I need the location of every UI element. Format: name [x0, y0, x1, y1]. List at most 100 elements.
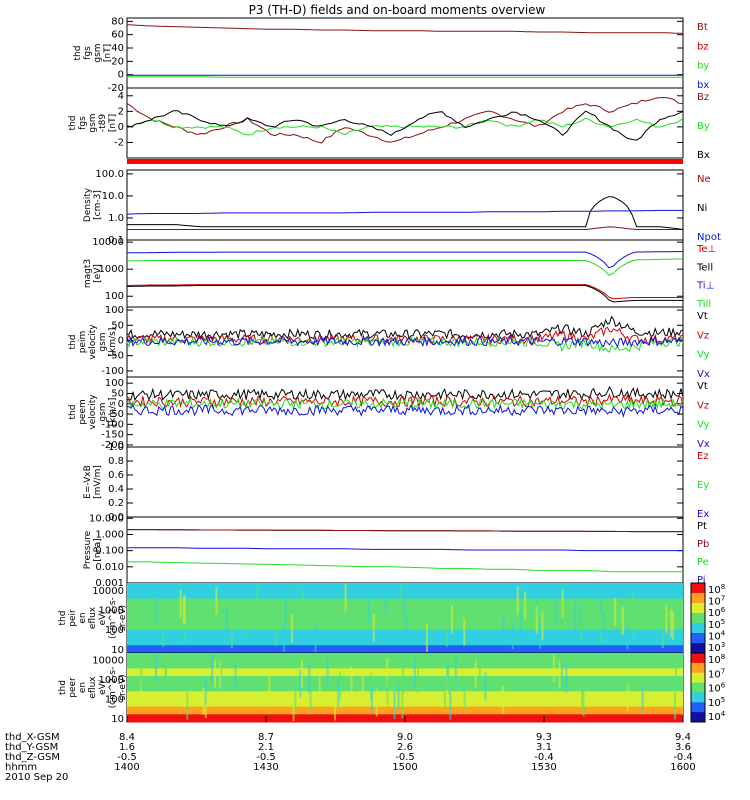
series-line-tell	[126, 285, 683, 303]
red-flag-bar	[127, 159, 683, 164]
series-line-vy	[126, 397, 684, 411]
y-label: gsm	[88, 113, 98, 132]
y-tick-label: 0	[118, 399, 124, 410]
y-label: peim	[78, 331, 88, 354]
y-tick-label: 1000	[99, 606, 124, 617]
y-label: sr-eV)	[118, 605, 128, 631]
y-label: magt3	[83, 259, 93, 288]
y-tick-label: 0.100	[95, 546, 124, 557]
x-row-value: 8.4	[119, 732, 135, 743]
heatmap-streak	[386, 658, 389, 686]
heatmap-streak	[182, 595, 185, 624]
heatmap-streak	[417, 665, 420, 693]
y-tick-label: 1.0	[108, 442, 124, 453]
series-line-bx	[126, 110, 684, 141]
y-tick-label: 4	[118, 91, 124, 102]
legend-vy: Vy	[697, 420, 710, 431]
heatmap-streak	[367, 594, 370, 623]
heatmap-streak	[275, 617, 278, 646]
y-tick-label: 80	[111, 16, 124, 27]
heatmap-streak	[621, 607, 624, 636]
series-line-npot	[126, 209, 683, 215]
heatmap-streak	[582, 688, 585, 717]
heatmap-streak	[401, 690, 404, 719]
heatmap-streak	[337, 679, 340, 707]
colorbar-segment	[691, 603, 705, 614]
heatmap-streak	[670, 609, 673, 638]
heatmap-streak	[234, 663, 237, 691]
legend-bz: Bz	[697, 92, 709, 103]
heatmap-streak	[292, 693, 295, 722]
heatmap-streak	[478, 655, 481, 684]
x-row-value: 9.3	[536, 732, 552, 743]
heatmap-streak	[326, 658, 329, 686]
colorbar-segment	[691, 702, 705, 713]
colorbar-segment	[691, 662, 705, 674]
legend-bt: Bt	[697, 22, 708, 33]
legend-ne: Ne	[697, 174, 711, 185]
x-axis-group: thd_X-GSM 8.4 8.7 9.0 9.3 9.4 thd_Y-GSM 1.6 2.1 2…	[5, 716, 696, 783]
y-label: Pressure	[83, 530, 93, 569]
y-label: [mV/m]	[93, 465, 103, 499]
x-row-value: 8.7	[258, 732, 274, 743]
y-label: thd	[73, 46, 83, 61]
heatmap-streak	[384, 584, 387, 613]
colorbar-segment	[691, 672, 705, 684]
panel-1: thd fgs gsm -t89 [nT] 4 2 0 -2 Bz By Bx	[68, 87, 710, 161]
y-tick-label: 10	[111, 714, 124, 725]
heatmap-streak	[300, 659, 303, 688]
heatmap-band	[127, 637, 683, 646]
heatmap-band	[127, 660, 683, 669]
heatmap-streak	[361, 675, 364, 703]
heatmap-streak	[183, 613, 186, 642]
heatmap-streak	[214, 659, 217, 688]
legend-vx: Vx	[697, 439, 710, 450]
y-label: E=-VxB	[83, 465, 93, 499]
heatmap-streak	[405, 616, 408, 645]
legend-till: Till	[696, 299, 711, 310]
y-label: eflux	[88, 676, 98, 699]
panel-5: thd peem velocity gsm [km/s] 100500-50-100-15…	[68, 376, 710, 451]
series-line-ne	[127, 226, 683, 230]
heatmap-streak	[555, 596, 558, 625]
y-label: peir	[68, 609, 78, 627]
heatmap-band	[127, 583, 683, 592]
heatmap-streak	[162, 618, 165, 647]
colorbar-segment	[691, 593, 705, 604]
legend-pt: Pt	[697, 521, 707, 532]
heatmap-streak	[154, 653, 157, 682]
y-label: velocity	[88, 324, 98, 360]
series-line-vx	[126, 335, 684, 348]
panel-0: thd fgs gsm [nT] 80 60 40 20 0 -20 Bt bz by bx	[73, 16, 709, 94]
heatmap-streak	[454, 656, 457, 685]
series-line-vz	[126, 326, 684, 346]
heatmap-streak	[186, 692, 189, 720]
heatmap-streak	[581, 684, 584, 712]
heatmap-streak	[204, 677, 207, 706]
heatmap-streak	[431, 605, 434, 634]
y-tick-label: 10000	[92, 656, 124, 667]
x-row-value: -0.5	[395, 752, 415, 763]
heatmap-streak	[558, 661, 561, 690]
y-tick-label: 100.0	[95, 169, 124, 180]
heatmap-streak	[399, 586, 402, 615]
legend-vt: Vt	[697, 381, 708, 392]
heatmap-band	[127, 668, 683, 677]
y-tick-label: 0	[118, 122, 124, 133]
heatmap-band	[127, 699, 683, 708]
heatmap-streak	[164, 655, 167, 684]
y-label: thd	[58, 611, 68, 626]
y-label: [nT]	[103, 44, 113, 62]
y-label: Density	[83, 187, 93, 222]
x-row-label: thd_Z-GSM	[5, 752, 60, 763]
series-line-pe	[127, 561, 683, 573]
y-label: [km/s]	[108, 398, 118, 427]
x-row-value: 2.1	[258, 742, 274, 753]
y-tick-label: 0.8	[108, 456, 124, 467]
y-label: gsm	[98, 402, 108, 421]
y-tick-label: 10000	[92, 237, 124, 248]
colorbar-tick-label: 106	[708, 682, 726, 695]
heatmap-streak	[632, 593, 635, 622]
heatmap-streak	[225, 608, 228, 637]
y-tick-label: 1000	[99, 264, 124, 275]
